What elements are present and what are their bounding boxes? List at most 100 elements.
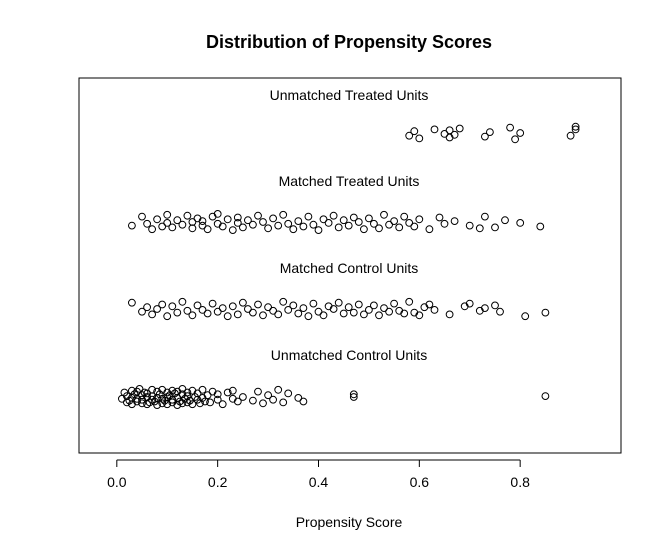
x-axis-label: Propensity Score <box>296 514 403 530</box>
point-matched-control <box>521 312 530 321</box>
point-unmatched-control <box>133 397 141 406</box>
point-matched-treated <box>143 219 152 228</box>
point-unmatched-control <box>178 390 187 399</box>
point-matched-treated <box>284 219 293 228</box>
point-unmatched-treated <box>405 131 414 140</box>
point-unmatched-control <box>133 394 141 403</box>
point-matched-treated <box>400 212 409 221</box>
point-matched-treated <box>299 222 308 231</box>
point-unmatched-control <box>274 385 283 394</box>
point-matched-control <box>496 307 504 316</box>
point-unmatched-control <box>153 387 162 396</box>
point-matched-treated <box>163 219 172 227</box>
point-unmatched-treated <box>440 130 449 138</box>
point-matched-treated <box>128 221 136 230</box>
point-matched-treated <box>304 212 313 221</box>
point-unmatched-control <box>203 391 212 400</box>
point-matched-control <box>158 300 167 309</box>
point-matched-control <box>274 310 283 319</box>
point-matched-treated <box>158 222 167 231</box>
point-unmatched-control <box>138 399 146 408</box>
point-matched-control <box>223 312 232 321</box>
point-matched-control <box>415 311 424 320</box>
point-unmatched-treated <box>571 122 580 131</box>
point-matched-treated <box>228 226 237 235</box>
point-matched-control <box>309 299 318 308</box>
point-matched-treated <box>395 223 404 232</box>
group-label-matched-control: Matched Control Units <box>280 260 419 276</box>
point-matched-treated <box>289 225 298 234</box>
point-unmatched-control <box>163 388 172 397</box>
point-matched-control <box>365 306 373 314</box>
point-matched-treated <box>148 225 157 234</box>
point-matched-control <box>249 308 257 317</box>
point-unmatched-control <box>228 386 237 395</box>
point-unmatched-control <box>138 391 146 400</box>
point-unmatched-control <box>158 399 167 408</box>
point-unmatched-control <box>213 395 222 404</box>
point-matched-treated <box>203 225 212 234</box>
point-unmatched-control <box>193 389 202 398</box>
point-matched-treated <box>259 218 267 226</box>
point-unmatched-control <box>168 386 177 395</box>
points-layer <box>118 122 580 410</box>
point-matched-treated <box>516 219 525 227</box>
point-unmatched-control <box>158 394 167 403</box>
point-unmatched-control <box>143 400 152 409</box>
point-matched-treated <box>274 221 283 230</box>
point-unmatched-control <box>254 387 262 396</box>
point-matched-control <box>259 311 267 320</box>
point-matched-treated <box>183 211 192 220</box>
point-matched-treated <box>440 219 449 228</box>
point-matched-control <box>213 307 222 316</box>
point-matched-treated <box>435 213 444 222</box>
point-unmatched-control <box>130 390 139 399</box>
point-matched-control <box>339 309 348 318</box>
point-matched-control <box>380 304 388 313</box>
chart-title: Distribution of Propensity Scores <box>206 32 492 52</box>
point-matched-treated <box>536 222 545 231</box>
point-matched-treated <box>188 218 197 226</box>
point-matched-control <box>198 306 207 314</box>
group-label-matched-treated: Matched Treated Units <box>279 173 420 189</box>
point-unmatched-treated <box>511 135 519 144</box>
point-unmatched-control <box>198 385 207 394</box>
point-matched-treated <box>410 222 419 231</box>
point-unmatched-control <box>183 388 192 397</box>
point-matched-control <box>228 302 237 311</box>
point-matched-treated <box>269 214 278 223</box>
point-matched-treated <box>168 223 177 232</box>
plot-frame <box>78 77 622 454</box>
point-matched-control <box>334 298 343 307</box>
point-matched-treated <box>223 215 232 224</box>
point-unmatched-control <box>206 398 215 407</box>
point-matched-treated <box>249 220 257 229</box>
point-matched-control <box>168 302 177 311</box>
point-matched-treated <box>198 217 207 226</box>
point-unmatched-treated <box>455 124 464 133</box>
point-unmatched-control <box>123 398 131 407</box>
point-matched-control <box>390 299 399 308</box>
point-matched-treated <box>390 217 399 226</box>
point-matched-control <box>329 305 338 313</box>
point-matched-control <box>148 310 157 319</box>
point-unmatched-treated <box>410 127 419 136</box>
point-unmatched-control <box>233 397 242 406</box>
point-matched-treated <box>233 213 242 222</box>
point-unmatched-treated <box>450 130 459 139</box>
point-unmatched-control <box>218 400 227 409</box>
point-matched-treated <box>309 220 318 229</box>
point-matched-control <box>541 308 550 317</box>
point-matched-treated <box>475 224 484 233</box>
point-matched-treated <box>465 221 474 230</box>
point-matched-treated <box>319 215 328 224</box>
x-tick-label: 0.0 <box>107 474 127 490</box>
point-matched-treated <box>244 216 252 225</box>
point-matched-control <box>254 300 262 309</box>
point-unmatched-control <box>239 393 247 401</box>
point-matched-treated <box>213 210 222 218</box>
point-matched-control <box>354 300 363 309</box>
point-matched-treated <box>450 217 459 226</box>
point-matched-treated <box>254 211 262 220</box>
point-unmatched-control <box>349 393 358 401</box>
